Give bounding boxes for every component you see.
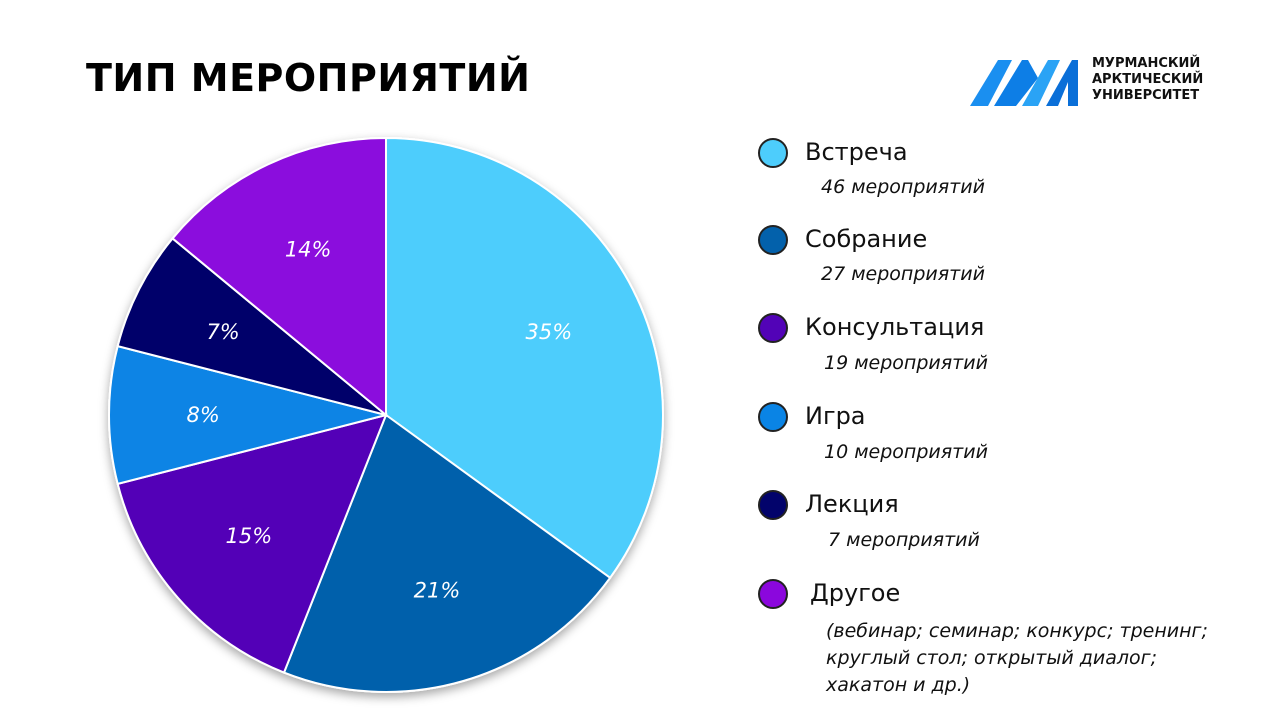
pie-slice-3 bbox=[116, 413, 388, 674]
pie-slice-1 bbox=[385, 136, 664, 580]
slice-label-6: 14% bbox=[285, 238, 332, 262]
legend-swatch-drugoe bbox=[758, 579, 788, 609]
page-title: ТИП МЕРОПРИЯТИЙ bbox=[86, 56, 531, 100]
legend-count: 46 мероприятий bbox=[821, 176, 985, 198]
legend-count: 10 мероприятий bbox=[824, 441, 988, 463]
pie-slice-6 bbox=[171, 136, 387, 418]
logo-text: МУРМАНСКИЙ АРКТИЧЕСКИЙ УНИВЕРСИТЕТ bbox=[1092, 56, 1203, 104]
pie-slice-5 bbox=[116, 237, 387, 416]
pie-chart: 35% 21% 15% 8% 7% 14% bbox=[108, 136, 664, 693]
slice-label-1: 35% bbox=[526, 320, 573, 344]
legend-swatch-igra bbox=[758, 402, 788, 432]
slice-label-2: 21% bbox=[414, 579, 461, 603]
pie-slice-4 bbox=[108, 344, 387, 486]
pie-labels: 35% 21% 15% 8% 7% 14% bbox=[187, 238, 573, 603]
legend-label: Лекция bbox=[805, 490, 899, 518]
logo-mark-icon bbox=[970, 60, 1078, 106]
legend-swatch-konsultatsiya bbox=[758, 313, 788, 343]
legend-swatch-sobranie bbox=[758, 225, 788, 255]
legend-count: 19 мероприятий bbox=[824, 352, 988, 374]
legend-other-note: (вебинар; семинар; конкурс; тренинг; кру… bbox=[826, 620, 1208, 696]
legend-label: Встреча bbox=[805, 138, 908, 166]
legend-label: Консультация bbox=[805, 313, 985, 341]
legend-count: 27 мероприятий bbox=[821, 263, 985, 285]
legend-label: Игра bbox=[805, 402, 866, 430]
university-logo: МУРМАНСКИЙ АРКТИЧЕСКИЙ УНИВЕРСИТЕТ bbox=[968, 54, 1228, 110]
slice-label-3: 15% bbox=[226, 524, 273, 548]
legend-swatch-lektsiya bbox=[758, 490, 788, 520]
legend-label: Другое bbox=[810, 579, 901, 607]
legend-count: 7 мероприятий bbox=[828, 529, 980, 551]
pie-slice-2 bbox=[282, 413, 612, 693]
legend-swatch-vstrecha bbox=[758, 138, 788, 168]
legend-label: Собрание bbox=[805, 225, 928, 253]
slice-label-5: 7% bbox=[206, 320, 239, 344]
logo-line-2: АРКТИЧЕСКИЙ bbox=[1092, 72, 1204, 87]
pie-slices bbox=[108, 136, 664, 693]
logo-line-3: УНИВЕРСИТЕТ bbox=[1092, 88, 1200, 103]
logo-line-1: МУРМАНСКИЙ bbox=[1092, 56, 1201, 71]
slice-label-4: 8% bbox=[187, 403, 220, 427]
